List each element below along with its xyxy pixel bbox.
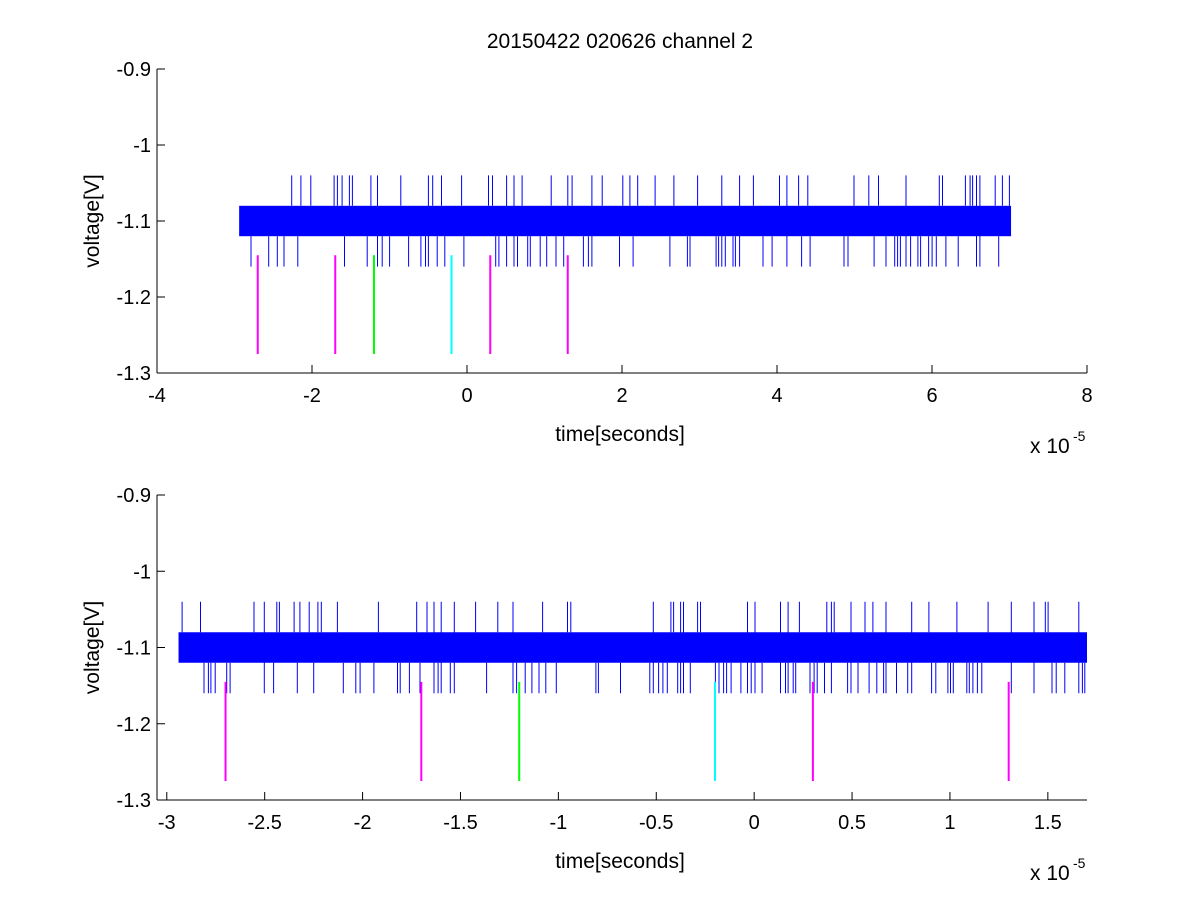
x-tick-label: -2 [303,385,321,407]
x-tick-label: -2 [354,812,372,834]
x-tick-label: -0.5 [639,812,673,834]
x-tick-label: -3 [158,812,176,834]
y-tick-label: -1 [133,561,151,583]
x-tick-label: 0 [461,385,472,407]
plot-top: -4 -2 0 2 4 6 8 -1.3 -1.2 -1.1 -1 -0.9 time[seconds]… [81,59,1093,458]
y-tick-label: -1.2 [117,714,151,736]
signal-series [178,601,1087,694]
x-exponent-label: x 10 [1030,862,1070,885]
signal-series [239,175,1012,267]
plot-bottom: -3 -2.5 -2 -1.5 -1 -0.5 0 0.5 1 1.5 -1.3 -1.2 -1.1 -1… [81,485,1087,885]
y-tick-label: -1.1 [117,211,151,233]
x-tick-label: 0.5 [838,812,866,834]
chart-title: 20150422 020626 channel 2 [487,30,753,53]
signal-band [239,205,1012,237]
y-tick-label: -0.9 [117,485,151,507]
y-tick-label: -1 [133,135,151,157]
y-tick-label: -0.9 [117,59,151,81]
x-tick-label: 1.5 [1034,812,1062,834]
x-tick-label: -2.5 [247,812,281,834]
y-tick-label: -1.3 [117,790,151,812]
y-tick-label: -1.3 [117,363,151,385]
signal-band [178,632,1087,663]
signal-spikes [250,175,1010,267]
y-tick-label: -1.2 [117,287,151,309]
signal-spikes [181,601,1086,694]
x-tick-label: 0 [749,812,760,834]
y-axis-label: voltage[V] [81,174,104,267]
x-tick-label: 8 [1081,385,1092,407]
y-tick-label: -1.1 [117,638,151,660]
x-tick-label: 2 [616,385,627,407]
x-axis-label: time[seconds] [555,423,685,446]
x-exponent-label: x 10 [1030,435,1070,458]
x-tick-label: 1 [944,812,955,834]
x-tick-label: 6 [926,385,937,407]
x-axis-label: time[seconds] [555,850,685,873]
x-exponent-value: -5 [1073,855,1086,871]
x-exponent-value: -5 [1073,428,1086,444]
x-tick-label: 4 [771,385,782,407]
x-tick-label: -1 [549,812,567,834]
y-axis-label: voltage[V] [81,601,104,694]
x-tick-label: -1.5 [443,812,477,834]
x-tick-label: -4 [148,385,166,407]
